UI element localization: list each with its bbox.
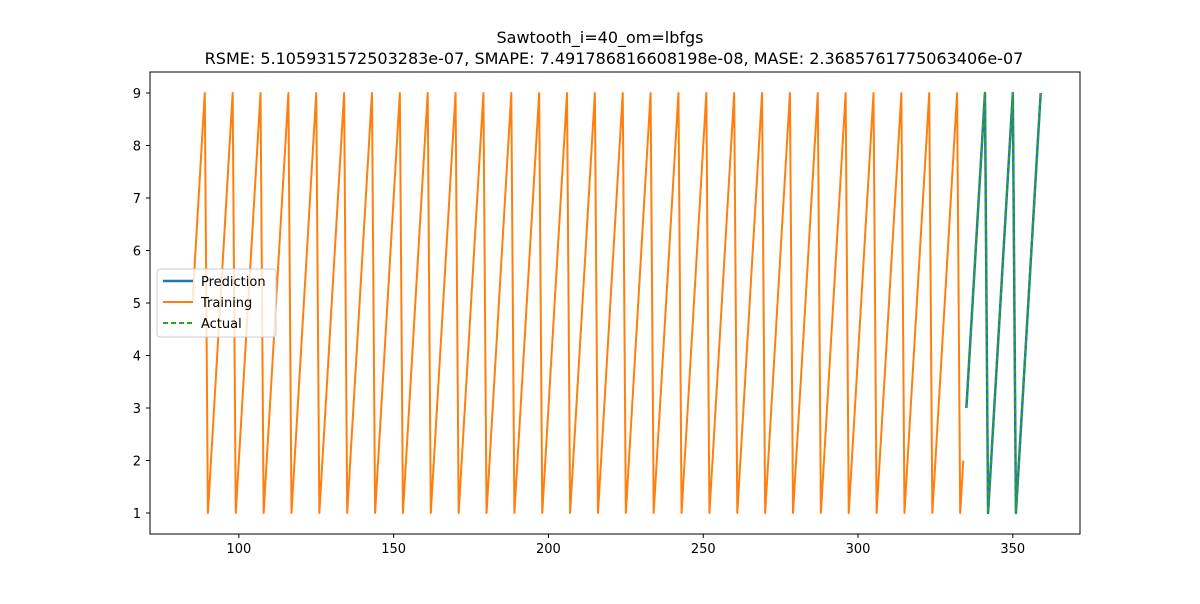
y-tick-label: 2 — [133, 455, 141, 470]
x-tick-label: 150 — [381, 542, 406, 557]
y-tick-label: 4 — [133, 350, 141, 365]
y-tick-label: 5 — [133, 297, 141, 312]
x-axis: 100 150 200 250 300 350 — [226, 534, 1025, 557]
series-line-actual — [965, 92, 1042, 514]
legend-label-actual: Actual — [201, 317, 242, 332]
chart-title: Sawtooth_i=40_om=lbfgs — [496, 28, 703, 48]
legend-box — [156, 268, 277, 338]
legend: Prediction Training Actual — [156, 268, 277, 338]
y-tick-label: 3 — [133, 402, 141, 417]
x-tick-label: 250 — [691, 542, 716, 557]
y-tick-label: 1 — [133, 507, 141, 522]
chart-subtitle: RSME: 5.105931572503283e-07, SMAPE: 7.49… — [205, 49, 1024, 68]
x-tick-label: 100 — [226, 542, 251, 557]
y-tick-label: 7 — [133, 192, 141, 207]
y-tick-label: 9 — [133, 87, 141, 102]
x-tick-label: 300 — [846, 542, 871, 557]
x-tick-label: 200 — [536, 542, 561, 557]
plot-area: 100 150 200 250 300 350 1 2 3 4 5 6 7 8 9 — [133, 71, 1081, 557]
series-lines — [191, 91, 1042, 515]
y-axis: 1 2 3 4 5 6 7 8 9 — [133, 87, 150, 522]
y-tick-label: 6 — [133, 245, 141, 260]
x-tick-label: 350 — [1000, 542, 1025, 557]
y-tick-label: 8 — [133, 140, 141, 155]
series-line-training — [191, 92, 965, 514]
series-line-prediction — [965, 91, 1042, 515]
legend-label-prediction: Prediction — [201, 275, 266, 290]
legend-label-training: Training — [200, 296, 252, 311]
